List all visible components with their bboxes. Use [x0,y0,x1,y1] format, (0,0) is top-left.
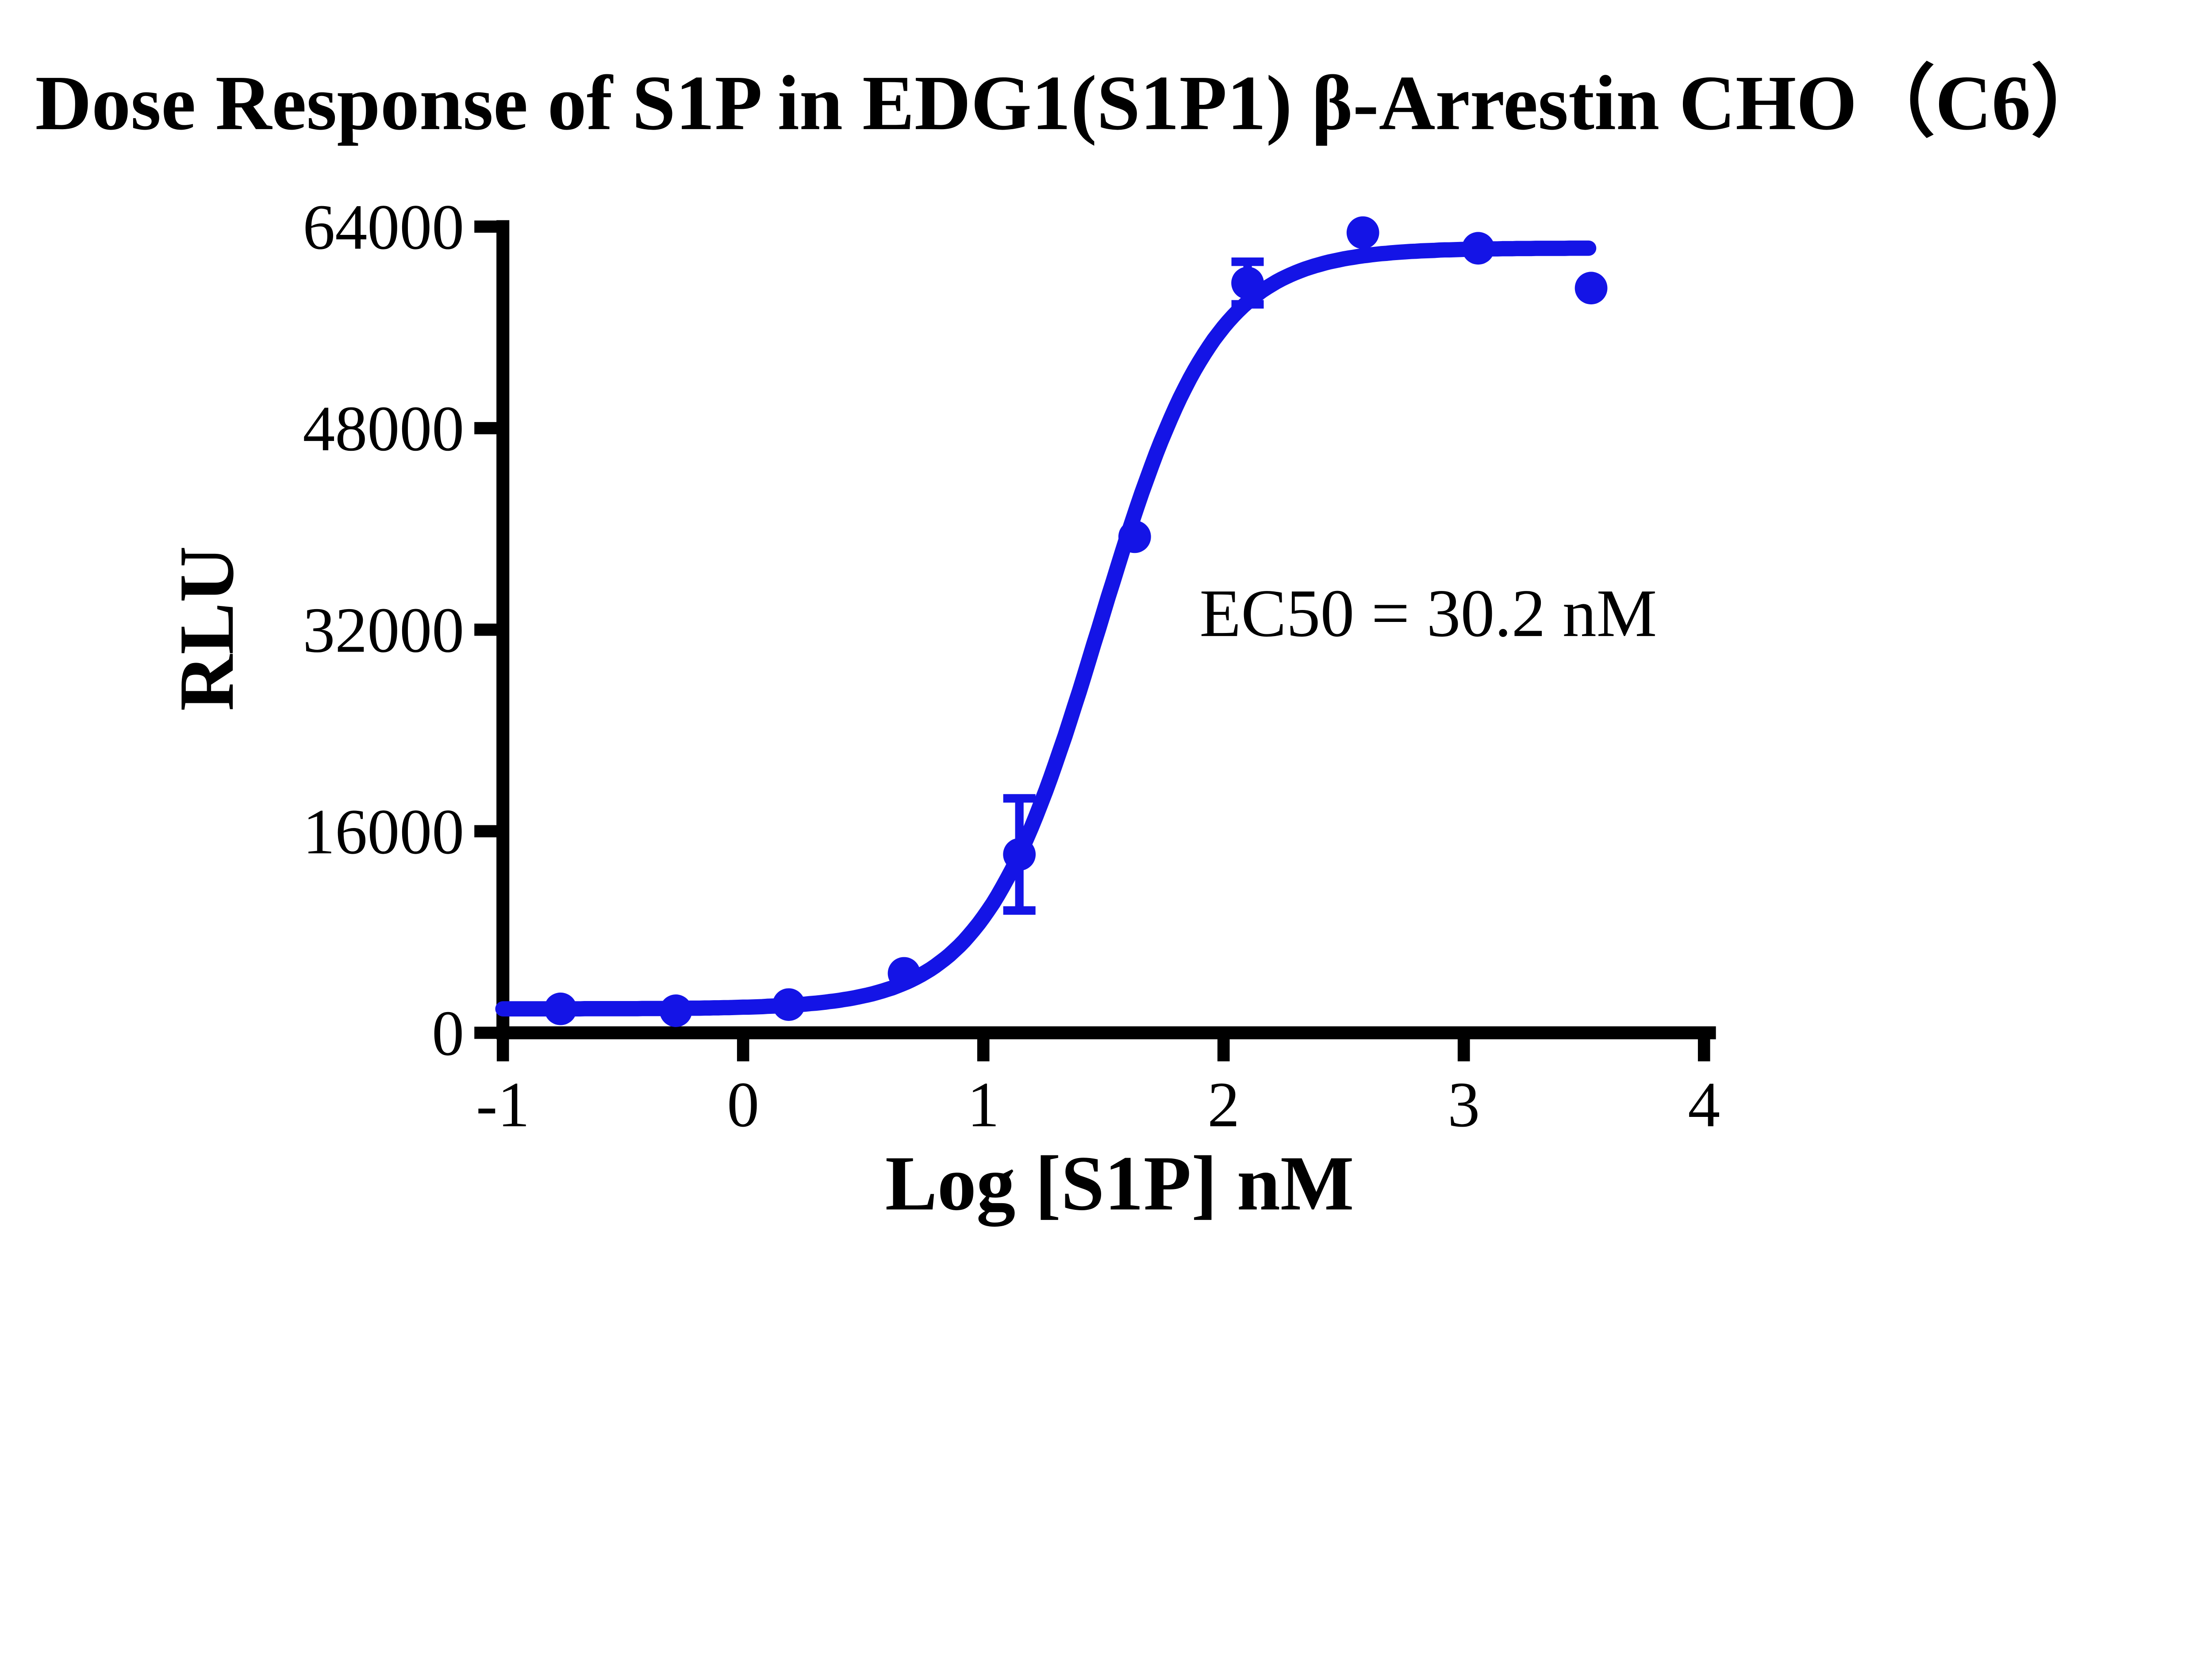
ec50-annotation: EC50 = 30.2 nM [1199,576,1657,651]
data-point [544,992,577,1025]
x-tick-label: 0 [727,1069,759,1140]
y-tick-label: 0 [432,997,464,1069]
y-tick-label: 64000 [303,191,464,263]
chart-background [0,0,2212,1291]
x-axis-title: Log [S1P] nM [885,1140,1354,1227]
x-tick-label: 2 [1207,1069,1240,1140]
axes [496,220,1716,1039]
chart-title: Dose Response of S1P in EDG1(S1P1) β-Arr… [35,60,2109,146]
data-point [1462,232,1495,265]
y-tick-label: 32000 [303,594,464,666]
x-axis-ticks: -1 0 1 2 3 4 [476,1039,1720,1140]
y-axis-title: RLU [164,546,250,711]
data-point [1575,272,1608,305]
data-point [1003,838,1036,871]
y-tick-label: 48000 [303,393,464,464]
data-point [1346,216,1379,249]
x-tick-label: 3 [1448,1069,1480,1140]
x-tick-label: 1 [967,1069,999,1140]
data-point [887,957,921,990]
data-point [659,994,692,1027]
data-points-group [544,216,1608,1027]
x-tick-label: 4 [1688,1069,1720,1140]
y-tick-label: 16000 [303,796,464,867]
y-axis-ticks: 0 16000 32000 48000 64000 [303,191,498,1069]
data-point [1231,267,1264,299]
data-point [1118,520,1151,553]
dose-response-chart: Dose Response of S1P in EDG1(S1P1) β-Arr… [0,0,2212,1291]
x-tick-label: -1 [476,1069,530,1140]
data-point [772,988,805,1021]
